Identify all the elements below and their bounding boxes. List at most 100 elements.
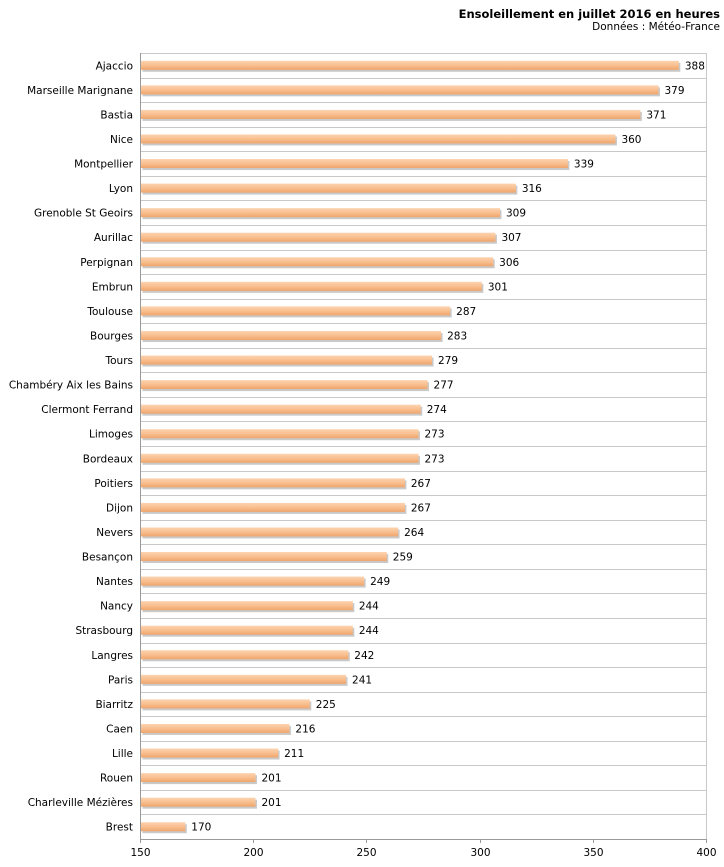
- bar: [141, 429, 419, 439]
- category-label: Besançon: [82, 552, 133, 564]
- category-label: Caen: [106, 723, 133, 735]
- bar: [141, 699, 310, 709]
- category-label: Chambéry Aix les Bains: [9, 380, 133, 392]
- value-label: 241: [352, 674, 372, 686]
- value-label: 316: [522, 183, 542, 195]
- value-label: 301: [488, 281, 508, 293]
- value-label: 306: [499, 257, 519, 269]
- value-label: 307: [501, 232, 521, 244]
- bar: [141, 183, 516, 193]
- value-label: 244: [359, 625, 379, 637]
- value-label: 264: [404, 527, 424, 539]
- bar: [141, 159, 568, 169]
- value-label: 244: [359, 601, 379, 613]
- bar: [141, 674, 347, 684]
- bar: [141, 60, 679, 70]
- x-tick-label: 400: [696, 847, 716, 859]
- x-tick-label: 150: [130, 847, 150, 859]
- value-label: 371: [646, 109, 666, 121]
- bar: [141, 330, 442, 340]
- value-label: 216: [295, 723, 315, 735]
- value-label: 249: [370, 576, 390, 588]
- category-label: Montpellier: [74, 159, 134, 171]
- category-label: Embrun: [92, 281, 133, 293]
- chart-title: Ensoleillement en juillet 2016 en heures: [458, 7, 720, 21]
- category-label: Aurillac: [94, 232, 133, 244]
- bar: [141, 552, 387, 562]
- bar: [141, 527, 399, 537]
- value-label: 274: [427, 404, 447, 416]
- category-label: Dijon: [106, 502, 133, 514]
- category-label: Marseille Marignane: [27, 85, 133, 97]
- category-label: Nice: [110, 134, 133, 146]
- value-label: 287: [456, 306, 476, 318]
- value-label: 273: [424, 453, 444, 465]
- category-label: Limoges: [89, 429, 133, 441]
- bar: [141, 109, 641, 119]
- value-label: 273: [424, 429, 444, 441]
- category-label: Poitiers: [94, 478, 133, 490]
- value-label: 283: [447, 330, 467, 342]
- category-label: Nevers: [96, 527, 133, 539]
- bar: [141, 208, 500, 218]
- bar: [141, 601, 353, 611]
- category-label: Rouen: [100, 773, 133, 785]
- category-label: Strasbourg: [75, 625, 133, 637]
- value-label: 201: [261, 797, 281, 809]
- bar: [141, 576, 365, 586]
- value-label: 242: [354, 650, 374, 662]
- category-label: Tours: [105, 355, 134, 367]
- bar: [141, 650, 349, 660]
- category-label: Biarritz: [95, 699, 133, 711]
- category-label: Charleville Mézières: [28, 797, 133, 809]
- value-label: 360: [621, 134, 641, 146]
- category-label: Lille: [112, 748, 133, 760]
- x-tick-label: 200: [243, 847, 263, 859]
- bar: [141, 85, 659, 95]
- x-tick-label: 250: [356, 847, 376, 859]
- value-label: 277: [434, 380, 454, 392]
- category-label: Clermont Ferrand: [41, 404, 133, 416]
- chart-subtitle: Données : Météo-France: [592, 21, 720, 33]
- bar: [141, 478, 405, 488]
- bar: [141, 453, 419, 463]
- category-label: Grenoble St Geoirs: [34, 208, 133, 220]
- x-tick-label: 300: [470, 847, 490, 859]
- category-label: Bastia: [100, 109, 133, 121]
- category-label: Bourges: [90, 330, 133, 342]
- bar: [141, 306, 451, 316]
- category-label: Bordeaux: [83, 453, 133, 465]
- bar: [141, 134, 616, 144]
- bar: [141, 773, 256, 783]
- value-label: 339: [574, 159, 594, 171]
- bar: [141, 404, 421, 414]
- value-label: 388: [685, 60, 705, 72]
- value-label: 225: [316, 699, 336, 711]
- bar: [141, 232, 496, 242]
- bar: [141, 723, 290, 733]
- bar: [141, 380, 428, 390]
- category-label: Toulouse: [86, 306, 133, 318]
- bar: [141, 257, 494, 267]
- category-label: Langres: [91, 650, 133, 662]
- category-label: Lyon: [109, 183, 133, 195]
- value-label: 279: [438, 355, 458, 367]
- category-label: Nancy: [100, 601, 133, 613]
- value-label: 259: [393, 552, 413, 564]
- category-label: Nantes: [96, 576, 133, 588]
- category-label: Perpignan: [80, 257, 133, 269]
- bar: [141, 502, 405, 512]
- bar: [141, 822, 186, 832]
- bar: [141, 281, 482, 291]
- category-label: Ajaccio: [96, 60, 133, 72]
- value-label: 211: [284, 748, 304, 760]
- bar: [141, 748, 279, 758]
- x-tick-label: 350: [583, 847, 603, 859]
- bar: [141, 625, 353, 635]
- category-label: Paris: [108, 674, 133, 686]
- bar: [141, 355, 433, 365]
- value-label: 379: [664, 85, 684, 97]
- category-label: Brest: [106, 822, 133, 834]
